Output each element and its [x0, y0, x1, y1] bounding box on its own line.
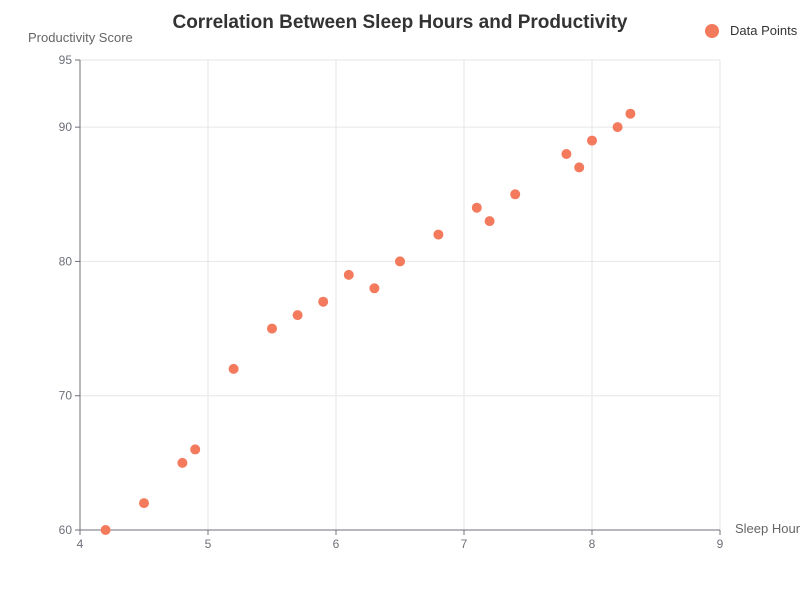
- data-point[interactable]: [484, 216, 495, 227]
- legend-marker: [705, 24, 719, 38]
- data-point[interactable]: [587, 135, 597, 146]
- axes: 4 5 6 7 8 9 60 70 80 90 95: [59, 53, 724, 551]
- y-tick-label: 60: [59, 523, 73, 537]
- data-point[interactable]: [471, 202, 482, 213]
- x-tick-label: 9: [717, 537, 724, 551]
- data-point[interactable]: [100, 525, 111, 535]
- x-tick-label: 4: [77, 537, 84, 551]
- y-tick-label: 80: [59, 254, 73, 268]
- data-point[interactable]: [228, 363, 239, 374]
- x-axis-label: Sleep Hours: [735, 521, 800, 536]
- data-point[interactable]: [561, 149, 572, 159]
- data-point[interactable]: [190, 444, 201, 455]
- data-point[interactable]: [612, 122, 623, 133]
- chart-title: Correlation Between Sleep Hours and Prod…: [172, 12, 627, 33]
- data-point[interactable]: [139, 498, 149, 509]
- x-tick-label: 7: [461, 537, 468, 551]
- data-point[interactable]: [625, 108, 636, 119]
- data-point[interactable]: [369, 283, 380, 294]
- data-point[interactable]: [267, 323, 277, 334]
- x-tick-label: 6: [333, 537, 340, 551]
- data-point[interactable]: [292, 310, 303, 321]
- y-tick-label: 95: [59, 53, 73, 67]
- x-tick-label: 8: [589, 537, 596, 551]
- y-tick-label: 70: [59, 389, 73, 403]
- grid-lines: [79, 59, 721, 531]
- data-point[interactable]: [395, 256, 405, 267]
- legend[interactable]: Data Points: [705, 23, 798, 38]
- data-point[interactable]: [318, 296, 329, 307]
- data-point[interactable]: [574, 162, 585, 173]
- x-tick-label: 5: [205, 537, 212, 551]
- data-point[interactable]: [343, 269, 354, 280]
- data-point[interactable]: [510, 189, 521, 200]
- y-tick-label: 90: [59, 120, 73, 134]
- y-axis-label: Productivity Score: [28, 30, 133, 45]
- legend-label: Data Points: [730, 23, 798, 38]
- data-point[interactable]: [433, 229, 444, 240]
- data-point[interactable]: [177, 457, 188, 468]
- data-points: [100, 108, 636, 535]
